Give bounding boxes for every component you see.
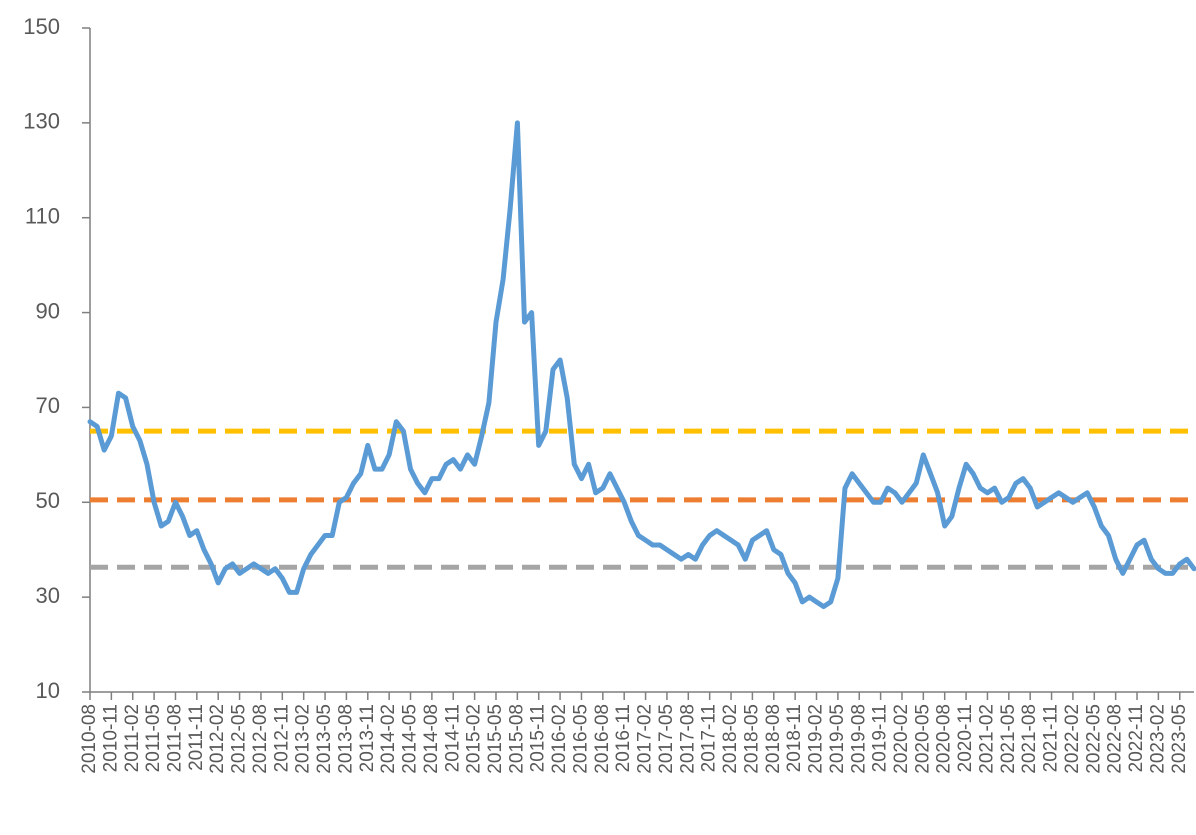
x-tick-label: 2015-11 [528, 704, 549, 772]
x-tick-label: 2014-11 [442, 704, 463, 772]
x-tick-label: 2020-05 [912, 704, 933, 774]
x-tick-label: 2011-11 [186, 704, 207, 771]
y-tick-label: 50 [36, 488, 60, 513]
x-tick-label: 2022-11 [1126, 704, 1147, 772]
x-tick-label: 2019-11 [870, 704, 891, 772]
x-tick-label: 2017-11 [699, 704, 720, 772]
x-tick-label: 2013-02 [293, 704, 314, 774]
x-tick-label: 2020-02 [891, 704, 912, 774]
x-tick-label: 2022-05 [1083, 704, 1104, 774]
x-tick-label: 2021-08 [1019, 704, 1040, 774]
x-tick-label: 2014-05 [400, 704, 421, 774]
x-tick-label: 2019-05 [827, 704, 848, 774]
x-tick-label: 2023-05 [1169, 704, 1190, 774]
x-tick-label: 2014-08 [421, 704, 442, 774]
x-tick-label: 2022-02 [1062, 704, 1083, 774]
x-tick-label: 2016-02 [549, 704, 570, 774]
y-tick-label: 10 [36, 678, 60, 703]
x-tick-label: 2010-08 [79, 704, 100, 774]
x-tick-label: 2013-11 [357, 704, 378, 772]
y-tick-label: 70 [36, 393, 60, 418]
x-tick-label: 2014-02 [378, 704, 399, 774]
x-tick-label: 2017-02 [635, 704, 656, 774]
x-tick-label: 2021-05 [998, 704, 1019, 774]
y-tick-label: 90 [36, 298, 60, 323]
x-tick-label: 2022-08 [1105, 704, 1126, 774]
y-tick-label: 110 [25, 204, 60, 229]
x-tick-label: 2023-02 [1147, 704, 1168, 774]
x-tick-label: 2015-05 [485, 704, 506, 774]
x-tick-label: 2013-08 [335, 704, 356, 774]
x-tick-label: 2021-02 [976, 704, 997, 774]
x-tick-label: 2012-05 [229, 704, 250, 774]
x-tick-label: 2016-11 [613, 704, 634, 772]
x-tick-label: 2011-02 [122, 704, 143, 772]
x-tick-label: 2013-05 [314, 704, 335, 774]
y-tick-label: 150 [23, 14, 60, 39]
x-tick-label: 2012-11 [271, 704, 292, 772]
x-tick-label: 2015-08 [506, 704, 527, 774]
x-tick-label: 2015-02 [464, 704, 485, 774]
x-tick-label: 2018-02 [720, 704, 741, 774]
x-tick-label: 2018-08 [763, 704, 784, 774]
x-tick-label: 2011-05 [143, 704, 164, 772]
x-tick-label: 2021-11 [1041, 704, 1062, 772]
data-line [87, 120, 1196, 610]
x-tick-label: 2012-02 [207, 704, 228, 774]
x-tick-label: 2016-08 [592, 704, 613, 774]
x-tick-label: 2019-08 [848, 704, 869, 774]
x-tick-label: 2017-08 [677, 704, 698, 774]
x-tick-label: 2010-11 [100, 704, 121, 772]
x-tick-label: 2020-11 [955, 704, 976, 772]
x-tick-label: 2020-08 [934, 704, 955, 774]
x-tick-label: 2018-05 [741, 704, 762, 774]
x-tick-label: 2017-05 [656, 704, 677, 774]
y-tick-label: 130 [23, 109, 60, 134]
x-tick-label: 2018-11 [784, 704, 805, 772]
x-tick-label: 2011-08 [164, 704, 185, 772]
x-tick-label: 2012-08 [250, 704, 271, 774]
y-tick-label: 30 [36, 583, 60, 608]
x-tick-label: 2016-05 [570, 704, 591, 774]
x-tick-label: 2019-02 [806, 704, 827, 774]
